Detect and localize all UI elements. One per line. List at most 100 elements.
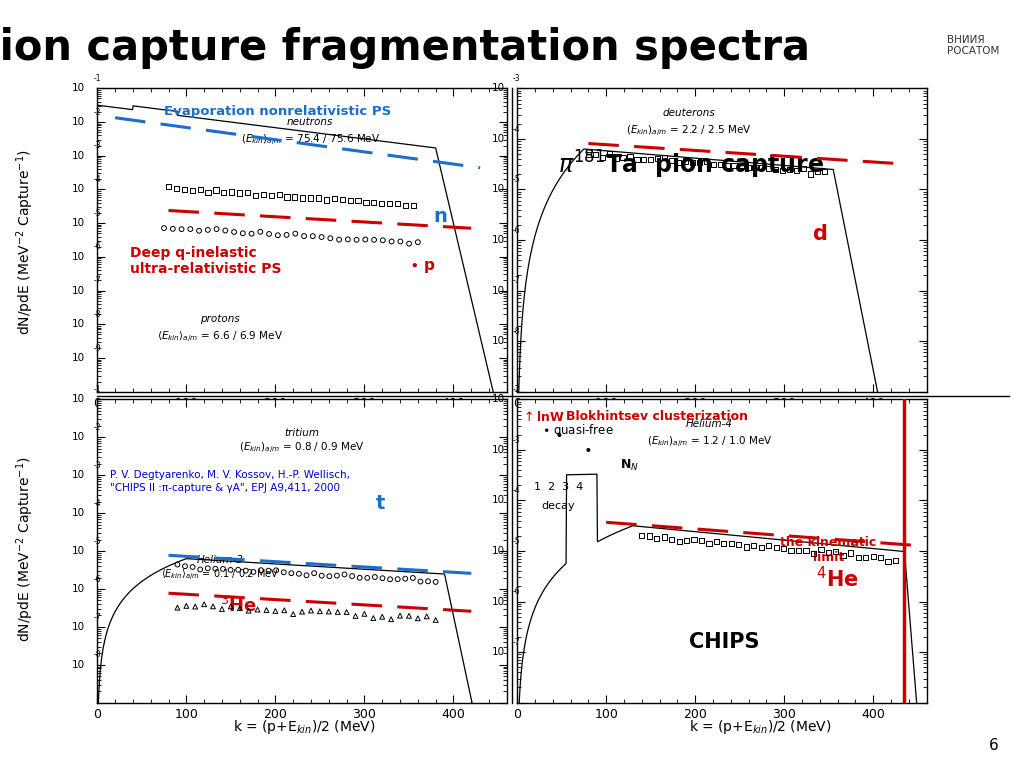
Point: [340, 233, 356, 246]
Text: -7: -7: [513, 276, 520, 285]
Point: [809, 165, 825, 177]
Point: [783, 545, 800, 557]
Point: [156, 222, 172, 234]
Point: [671, 535, 687, 548]
Text: ВНИИЯ
РОСАТОМ: ВНИИЯ РОСАТОМ: [947, 35, 999, 56]
Text: 10: 10: [492, 336, 505, 346]
Point: [169, 601, 185, 614]
Text: k = (p+E$_{kin}$)/2 (MeV): k = (p+E$_{kin}$)/2 (MeV): [689, 718, 831, 736]
Text: CHIPS: CHIPS: [689, 632, 760, 652]
Point: [392, 610, 409, 622]
Point: [295, 192, 311, 204]
Point: [344, 570, 360, 582]
Text: 10: 10: [72, 353, 85, 363]
Text: 10: 10: [492, 546, 505, 556]
Text: P. V. Degtyarenko, M. V. Kossov, H.-P. Wellisch,
"CHIPS II :π-capture & γA", EPJ: P. V. Degtyarenko, M. V. Kossov, H.-P. W…: [110, 470, 349, 493]
Point: [382, 197, 398, 210]
Point: [250, 604, 266, 616]
Point: [745, 539, 762, 551]
Text: $\langle E_{kin}\rangle_{a/m}$ = 0.1 / 0.2 MeV: $\langle E_{kin}\rangle_{a/m}$ = 0.1 / 0…: [161, 568, 280, 583]
Text: -9: -9: [93, 343, 100, 353]
Point: [285, 608, 301, 621]
Point: [768, 541, 784, 554]
Point: [178, 600, 195, 612]
Point: [410, 236, 426, 248]
Point: [303, 604, 319, 617]
Point: [240, 187, 256, 199]
Point: [723, 538, 739, 550]
Point: [775, 543, 792, 555]
Text: 10: 10: [72, 584, 85, 594]
Point: [276, 604, 293, 617]
Point: [374, 197, 390, 210]
Point: [200, 223, 216, 236]
Point: [656, 531, 673, 543]
Text: Helium-4: Helium-4: [686, 419, 733, 429]
Text: 10: 10: [72, 432, 85, 442]
Text: -5: -5: [93, 537, 100, 545]
Point: [190, 224, 207, 237]
Point: [342, 194, 358, 207]
Text: -5: -5: [513, 537, 520, 545]
Point: [356, 607, 373, 620]
Text: 10: 10: [492, 445, 505, 455]
Point: [857, 551, 873, 564]
Point: [629, 153, 645, 165]
Text: -2: -2: [93, 108, 100, 117]
Point: [813, 543, 829, 555]
Point: [357, 197, 374, 209]
Point: [234, 227, 251, 240]
Point: [843, 547, 859, 559]
Point: [217, 224, 233, 237]
Text: $^3$He: $^3$He: [220, 596, 257, 616]
Text: t: t: [376, 494, 385, 512]
Point: [774, 164, 791, 177]
Text: -7: -7: [93, 613, 100, 621]
Point: [165, 223, 181, 235]
Point: [279, 191, 295, 204]
Point: [177, 560, 194, 572]
Point: [323, 232, 339, 244]
Point: [331, 233, 347, 246]
Point: [648, 532, 665, 545]
Point: [400, 237, 417, 250]
Text: N$_N$: N$_N$: [620, 458, 638, 473]
Text: 10: 10: [72, 286, 85, 296]
Text: k = (p+E$_{kin}$)/2 (MeV): k = (p+E$_{kin}$)/2 (MeV): [233, 718, 376, 736]
Point: [253, 564, 269, 576]
Text: 10: 10: [492, 286, 505, 296]
Text: $(E_{kin})_{a/m}$ = 2.2 / 2.5 MeV: $(E_{kin})_{a/m}$ = 2.2 / 2.5 MeV: [627, 124, 752, 138]
Point: [746, 161, 763, 174]
Point: [726, 159, 742, 171]
Point: [287, 227, 303, 240]
Text: 10: 10: [492, 647, 505, 657]
Point: [850, 551, 866, 564]
Point: [389, 197, 406, 210]
Point: [738, 541, 755, 553]
Point: [693, 535, 710, 547]
Text: 10: 10: [72, 470, 85, 480]
Point: [200, 562, 216, 574]
Point: [820, 546, 837, 558]
Point: [238, 564, 254, 577]
Point: [208, 223, 224, 235]
Point: [802, 168, 818, 180]
Point: [182, 223, 199, 235]
Text: -6: -6: [93, 574, 100, 584]
Point: [367, 571, 383, 583]
Point: [581, 148, 597, 161]
Point: [193, 564, 209, 576]
Point: [313, 231, 330, 243]
Point: [739, 161, 756, 174]
Text: -2: -2: [93, 423, 100, 432]
Text: n: n: [433, 207, 447, 226]
Text: -5: -5: [93, 209, 100, 218]
Point: [420, 575, 436, 588]
Point: [397, 199, 414, 211]
Point: [643, 154, 659, 166]
Point: [872, 551, 889, 564]
Point: [805, 547, 821, 559]
Point: [330, 606, 346, 618]
Point: [263, 189, 280, 201]
Point: [836, 550, 852, 562]
